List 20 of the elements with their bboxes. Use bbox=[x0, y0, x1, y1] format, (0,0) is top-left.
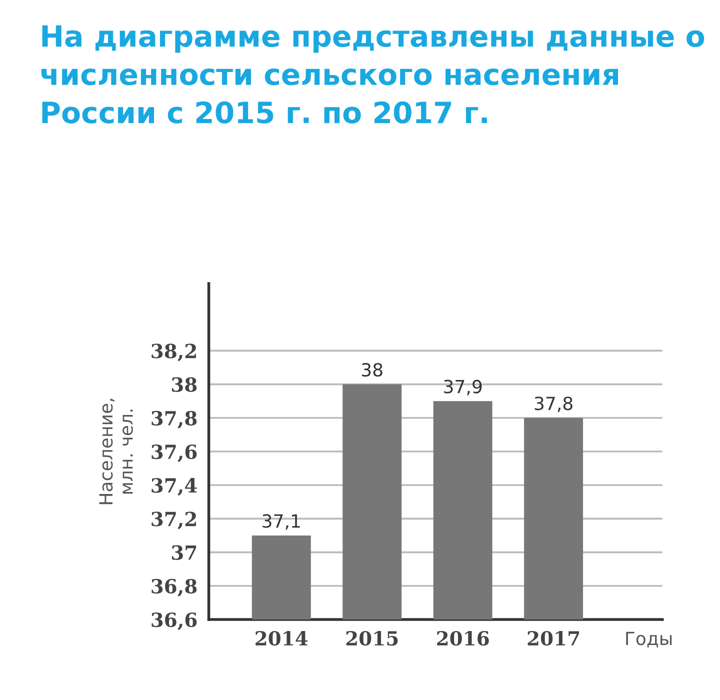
x-tick-label: 2017 bbox=[528, 630, 579, 646]
y-tick-label: 37,6 bbox=[152, 444, 197, 462]
data-label: 37,8 bbox=[534, 396, 572, 412]
data-label: 37,9 bbox=[444, 380, 482, 396]
chart-title: На диаграмме представлены данные о численности сельского населения России с 2015 г. по 2017 г. bbox=[41, 25, 704, 124]
y-tick-label: 37,2 bbox=[152, 512, 196, 530]
y-tick-label: 38 bbox=[172, 377, 197, 392]
y-tick-label: 36,8 bbox=[152, 578, 197, 596]
y-tick-label: 37,8 bbox=[152, 410, 197, 428]
data-label: 37,1 bbox=[262, 514, 300, 530]
y-axis-title: Население, млн. чел. bbox=[99, 398, 133, 504]
data-label: 38 bbox=[362, 362, 382, 377]
x-tick-label: 2016 bbox=[437, 630, 489, 646]
y-tick-label: 37,4 bbox=[152, 478, 197, 496]
y-tick-label: 36,6 bbox=[152, 612, 197, 630]
x-axis-title: Годы bbox=[626, 632, 672, 648]
y-tick-label: 38,2 bbox=[152, 344, 196, 362]
x-tick-label: 2015 bbox=[346, 630, 398, 646]
y-tick-label: 37 bbox=[172, 545, 196, 560]
x-tick-label: 2014 bbox=[256, 630, 308, 646]
